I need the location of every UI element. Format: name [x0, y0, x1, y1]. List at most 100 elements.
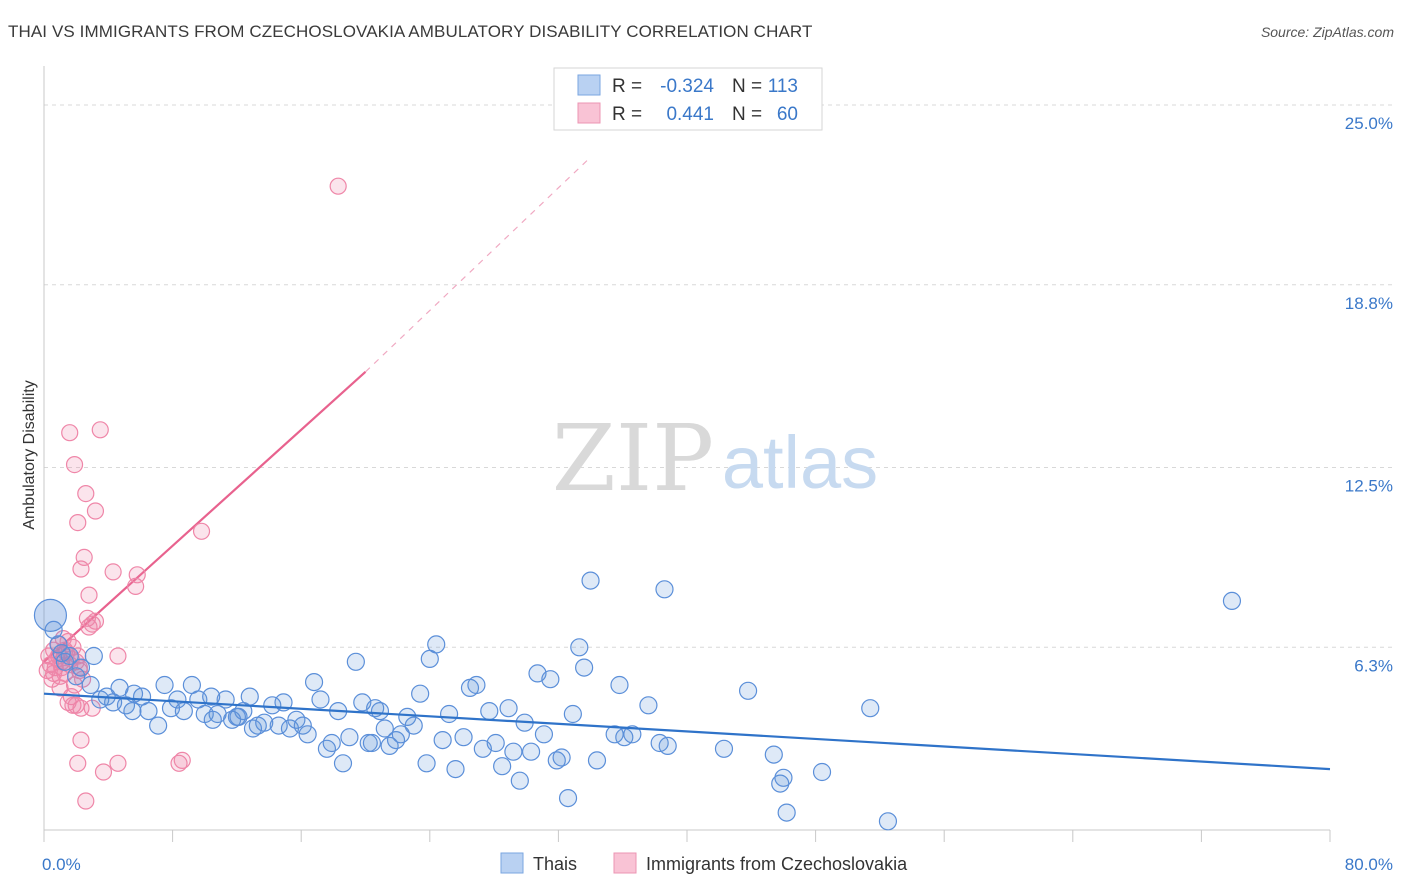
point-thai — [499, 699, 518, 718]
point-thai — [510, 771, 529, 790]
legend-n-label-czech: N = — [732, 104, 762, 125]
point-thai — [486, 733, 505, 753]
point-thai — [454, 728, 473, 747]
legend-bottom-swatch-czech — [613, 852, 637, 874]
axes — [43, 66, 1331, 842]
point-czech — [329, 177, 347, 195]
point-czech — [109, 754, 127, 772]
point-czech — [94, 763, 113, 781]
point-thai — [155, 675, 174, 695]
point-thai — [81, 675, 100, 695]
point-thai — [558, 788, 578, 808]
point-thai — [333, 754, 353, 773]
point-czech — [69, 754, 87, 772]
x-tick-label: 80.0% — [1345, 855, 1393, 874]
point-thai — [168, 690, 187, 709]
point-thai — [610, 675, 629, 695]
point-czech — [128, 566, 146, 584]
point-thai — [581, 571, 600, 590]
legend-n-value-czech: 60 — [777, 104, 798, 125]
point-thai — [1222, 591, 1242, 611]
watermark-zip: ZIP — [552, 405, 714, 512]
legend-r-value-czech: 0.441 — [666, 104, 714, 125]
legend-series: Thais Immigrants from Czechoslovakia — [500, 852, 908, 874]
point-thai — [263, 696, 282, 715]
point-thai — [71, 658, 91, 677]
point-thai — [433, 730, 452, 750]
point-thai — [362, 733, 382, 753]
point-czech — [109, 647, 127, 665]
point-thai — [404, 716, 423, 735]
point-czech — [86, 502, 105, 520]
point-thai — [317, 739, 337, 758]
legend-r-value-thai: -0.324 — [660, 76, 714, 97]
point-thai — [771, 774, 790, 793]
point-czech — [192, 522, 211, 540]
point-thai — [386, 730, 406, 750]
legend-correlation: R = -0.324 N = 113 R = 0.441 N = 60 — [553, 67, 823, 131]
point-thai — [203, 710, 222, 729]
x-tick-labels: 0.0% 80.0% — [42, 855, 1393, 874]
point-czech — [64, 696, 82, 714]
point-thai — [202, 687, 221, 706]
point-thai — [123, 701, 142, 721]
point-czech — [45, 664, 63, 683]
legend-n-label-thai: N = — [732, 76, 762, 97]
point-thai — [84, 646, 103, 666]
point-czech — [91, 421, 109, 439]
point-czech — [72, 731, 90, 749]
point-czech — [80, 618, 98, 636]
point-thai — [293, 716, 312, 735]
point-thai — [417, 754, 436, 773]
legend-r-label-czech: R = — [612, 104, 642, 125]
point-thai — [427, 635, 446, 654]
point-thai — [439, 704, 459, 724]
point-thai — [552, 748, 571, 767]
point-thai — [764, 745, 783, 764]
point-thai — [587, 751, 607, 770]
point-czech — [61, 424, 79, 442]
point-thai — [658, 736, 677, 756]
legend-r-label-thai: R = — [612, 76, 642, 97]
legend-swatch-czech — [577, 102, 601, 124]
point-czech — [65, 456, 84, 474]
watermark-atlas: atlas — [722, 421, 878, 504]
point-thai — [480, 701, 499, 721]
point-thai — [298, 725, 317, 744]
point-czech — [83, 615, 101, 633]
point-thai — [411, 684, 430, 703]
point-thai — [375, 719, 394, 738]
point-thai — [67, 667, 86, 686]
point-thai — [322, 733, 341, 753]
trend-thai — [43, 692, 1331, 771]
point-thai — [777, 803, 796, 822]
point-czech — [170, 754, 188, 772]
grid-lines — [44, 104, 1392, 648]
point-thai — [240, 687, 259, 706]
point-thai — [391, 725, 410, 744]
legend-bottom-swatch-thai — [500, 852, 524, 874]
point-thai — [55, 652, 74, 671]
point-thai — [812, 762, 832, 782]
point-czech — [77, 792, 95, 810]
point-thai — [493, 757, 512, 776]
source-label: Source: ZipAtlas.com — [1260, 24, 1394, 40]
point-czech — [86, 612, 105, 630]
point-thai — [714, 739, 734, 758]
point-czech — [104, 563, 122, 581]
point-thai — [311, 690, 330, 709]
points-thai — [33, 571, 1242, 831]
point-thai — [563, 704, 582, 724]
y-tick-label: 12.5% — [1345, 477, 1393, 496]
point-czech — [69, 513, 87, 532]
point-thai — [575, 658, 594, 677]
point-thai — [504, 742, 523, 761]
point-thai — [243, 719, 263, 738]
legend-bottom-czech: Immigrants from Czechoslovakia — [646, 854, 908, 874]
point-thai — [139, 701, 158, 721]
legend-swatch-thai — [577, 74, 601, 96]
point-thai — [255, 713, 274, 732]
point-thai — [304, 672, 324, 692]
y-tick-label: 25.0% — [1345, 114, 1393, 133]
